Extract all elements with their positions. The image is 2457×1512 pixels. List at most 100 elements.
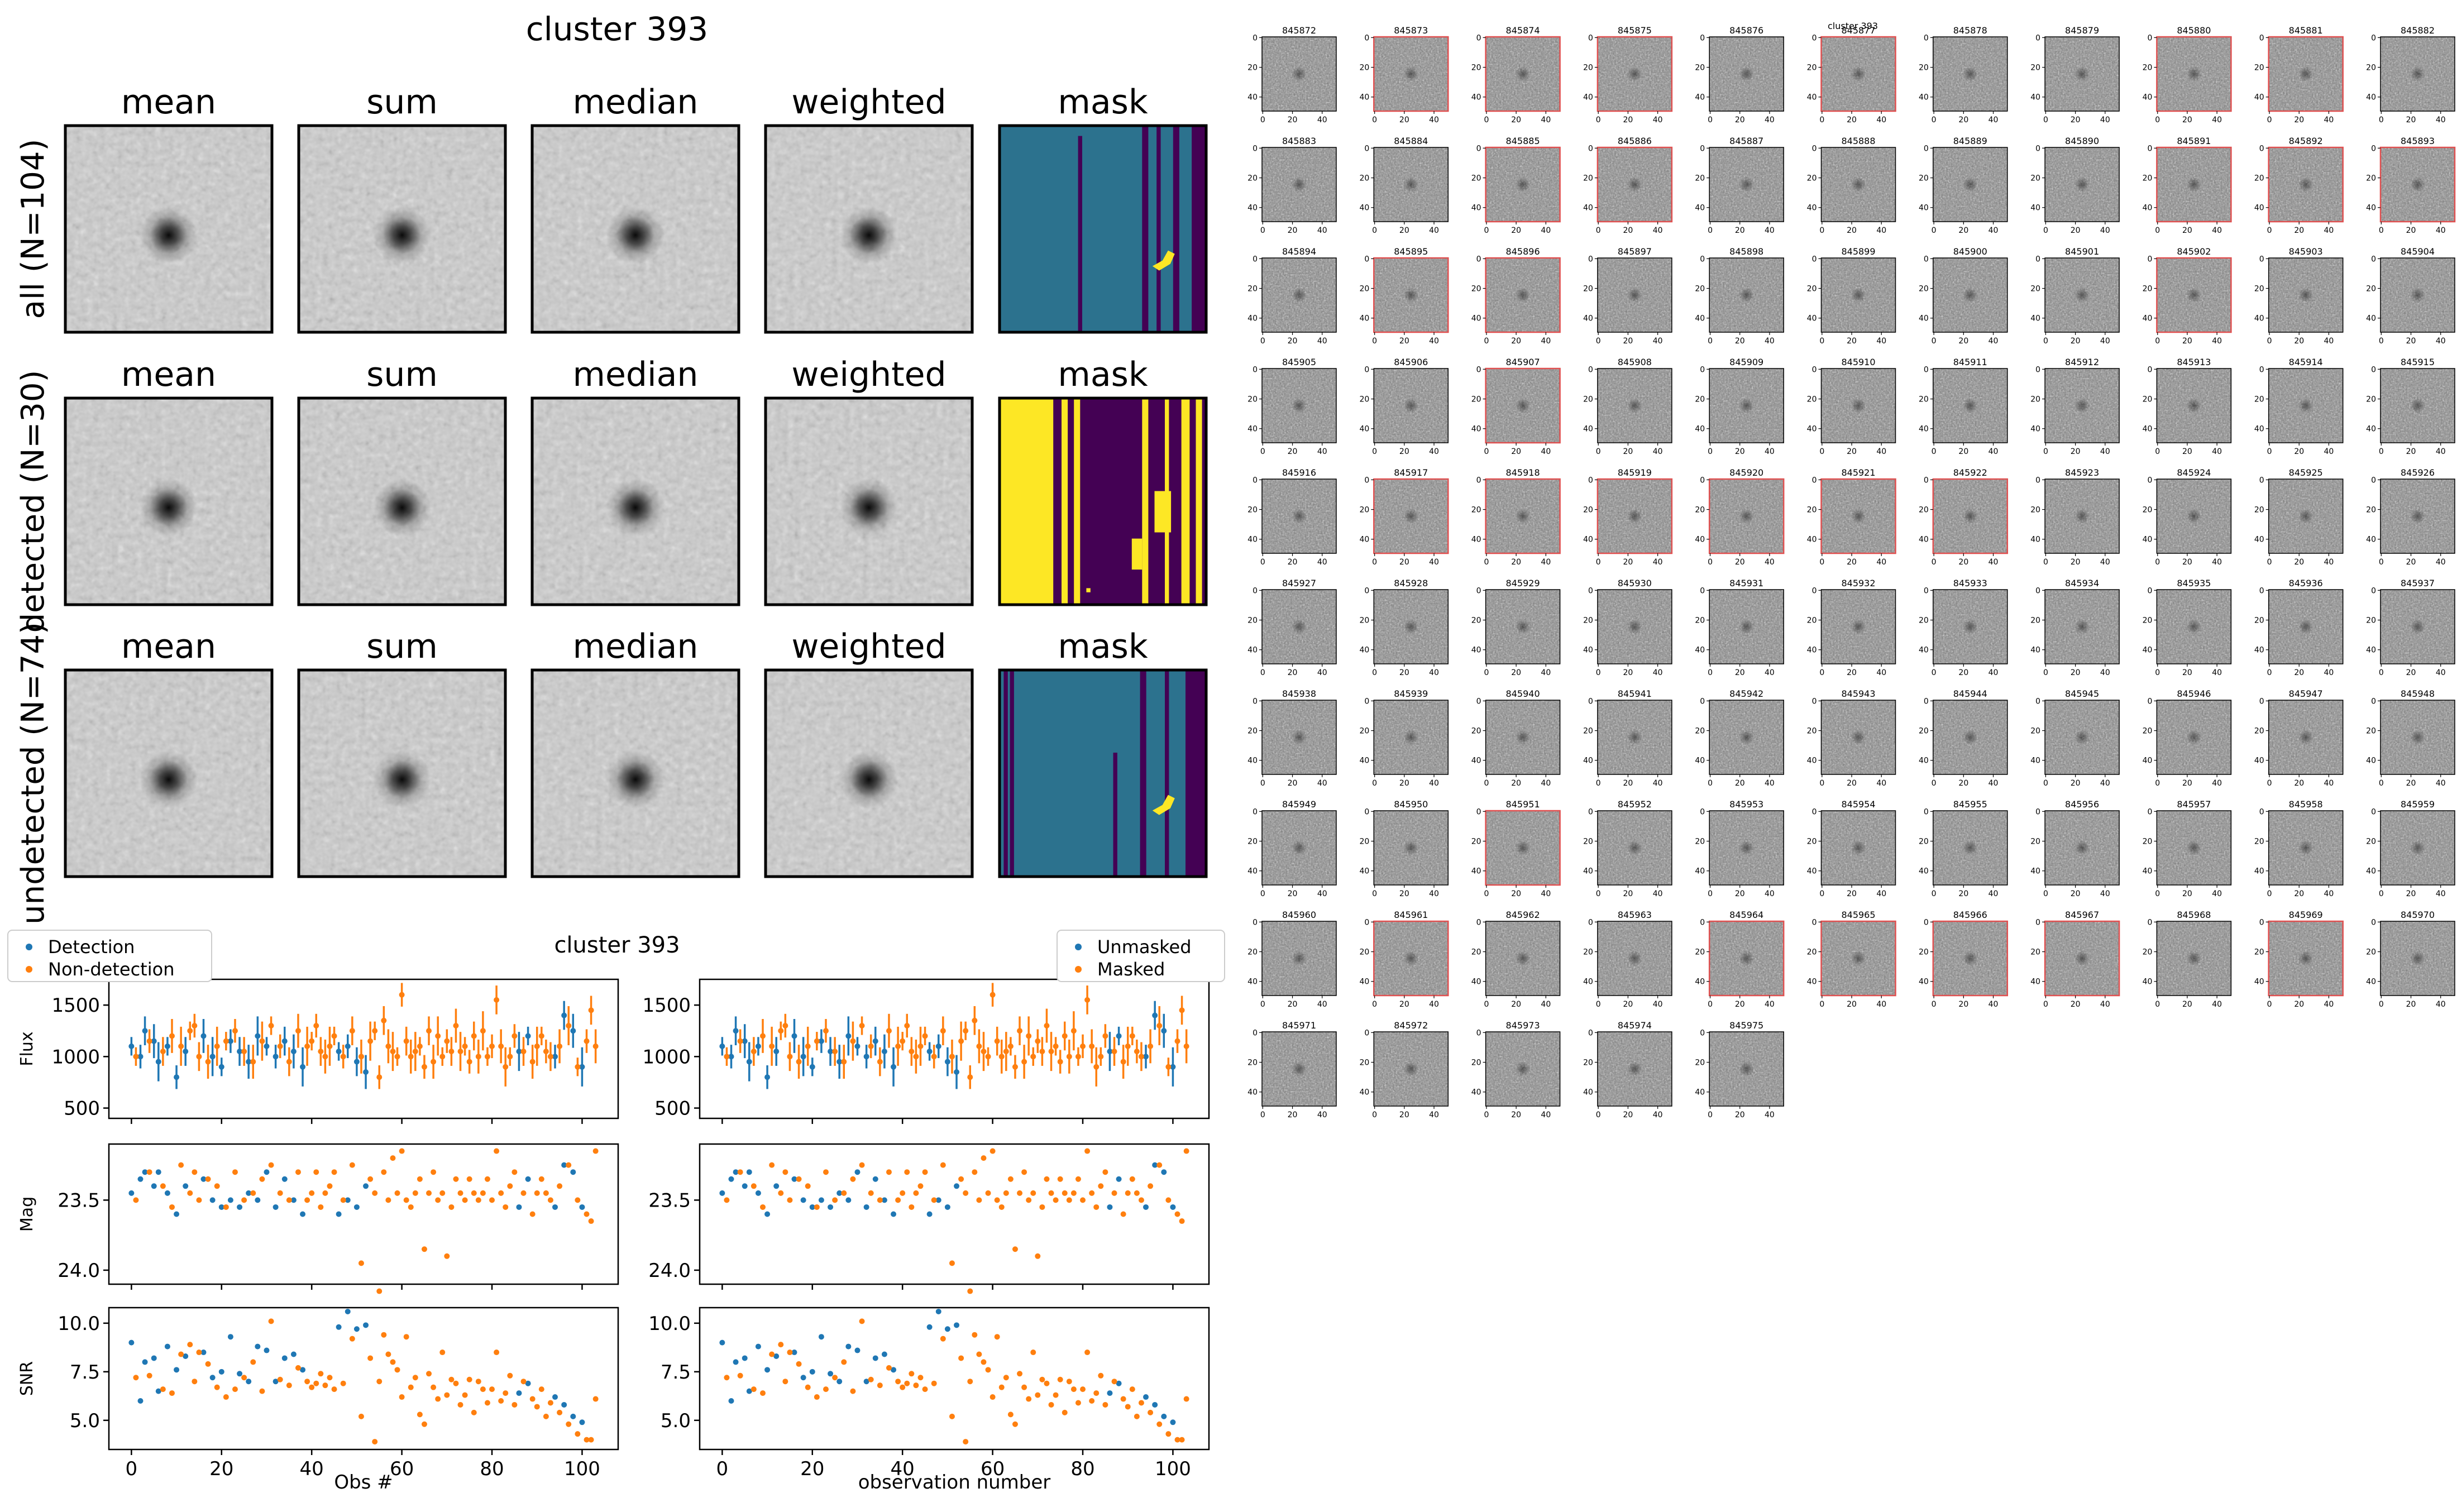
data-point: [990, 1394, 996, 1400]
data-point: [146, 1038, 152, 1044]
cutout-x-tick-label: 20: [1511, 558, 1521, 567]
cutout-x-tick-label: 0: [1819, 116, 1824, 125]
cutout-frame: [2156, 921, 2232, 996]
cutout-x-tick-label: 0: [1372, 226, 1377, 235]
column-title: sum: [366, 627, 438, 666]
data-point: [737, 1038, 743, 1044]
cutout-source: [1292, 1061, 1307, 1076]
cutout-y-tick-label: 40: [1471, 204, 1481, 213]
cutout-x-tick-label: 0: [2155, 337, 2160, 346]
mask-background: [1000, 670, 1206, 877]
cutout-x-tick-label: 40: [1988, 668, 1999, 677]
cutout-id: 845970: [2401, 910, 2435, 920]
mask-stripe: [1113, 753, 1117, 877]
cutout-x-tick-label: 40: [2100, 889, 2110, 898]
data-point: [246, 1190, 252, 1196]
data-point: [466, 1176, 472, 1182]
cutout-x-tick-label: 20: [1735, 1111, 1745, 1119]
cutout-y-tick-label: 0: [2147, 255, 2152, 264]
data-point: [178, 1351, 184, 1357]
data-point: [778, 1190, 784, 1196]
image-frame: [297, 668, 507, 878]
data-point: [1093, 1390, 1100, 1396]
cutout-frame: [2380, 589, 2455, 664]
psf-blob: [606, 479, 665, 537]
cutout-y-tick-label: 0: [1476, 476, 1481, 485]
cutout-y-tick-label: 20: [1247, 1059, 1258, 1068]
cutout-id: 845898: [1729, 246, 1763, 257]
data-point: [385, 1351, 391, 1357]
data-point: [733, 1028, 739, 1034]
data-point: [895, 1197, 901, 1203]
stack-image: [530, 396, 740, 606]
axes-frame: [699, 1307, 1210, 1451]
cutout-x-tick-label: 40: [1653, 558, 1663, 567]
data-point: [832, 1375, 838, 1381]
data-point: [453, 1023, 459, 1028]
cutout-y-tick-label: 40: [1247, 93, 1258, 102]
cutout-y-tick-label: 0: [1700, 697, 1705, 706]
cutout-frame: [1709, 257, 1784, 333]
data-point: [990, 1148, 996, 1154]
cutout-y-tick-label: 0: [1253, 697, 1258, 706]
data-point: [854, 1169, 861, 1175]
data-point: [151, 1355, 157, 1361]
cutout-frame: [1708, 920, 1785, 997]
cutout-x-tick-label: 40: [2212, 779, 2222, 788]
mask-panel: [998, 124, 1208, 334]
data-point: [192, 1023, 198, 1028]
cutout-y-tick-label: 20: [2254, 838, 2264, 846]
data-point: [746, 1388, 752, 1394]
cutout-id: 845975: [1729, 1020, 1763, 1031]
cutout-y-tick-label: 40: [1919, 867, 1929, 876]
data-point: [547, 1197, 553, 1203]
data-point: [304, 1197, 310, 1203]
row-label: all (N=104): [15, 139, 51, 319]
data-point: [1174, 1038, 1180, 1044]
cutout-x-tick-label: 40: [2436, 889, 2446, 898]
cutout-y-tick-label: 20: [1583, 395, 1593, 404]
data-point: [913, 1382, 919, 1389]
cutout-y-tick-label: 40: [1695, 978, 1705, 987]
cutout-x-tick-label: 20: [1958, 337, 1968, 346]
cutout-y-tick-label: 20: [2366, 727, 2376, 736]
data-point: [534, 1043, 540, 1049]
data-point: [944, 1204, 950, 1210]
cutout-x-tick-label: 0: [1260, 779, 1265, 788]
data-point: [1125, 1190, 1131, 1196]
cutout-x-tick-label: 20: [1847, 116, 1857, 125]
data-point: [981, 1359, 987, 1365]
data-point: [769, 1043, 775, 1049]
data-point: [575, 1431, 581, 1437]
cutout-y-tick-label: 20: [1583, 64, 1593, 73]
data-point: [322, 1190, 328, 1196]
stack-image: [297, 668, 507, 878]
cutout-x-tick-label: 40: [2100, 1000, 2110, 1009]
cutout-y-tick-label: 0: [1924, 144, 1929, 153]
data-point: [209, 1375, 216, 1381]
cutout-x-tick-label: 0: [1819, 668, 1824, 677]
cutout-y-tick-label: 40: [2030, 978, 2040, 987]
y-tick-label: 24.0: [648, 1260, 691, 1282]
cutout-x-tick-label: 0: [2267, 558, 2272, 567]
data-point: [836, 1379, 843, 1385]
data-point: [863, 1379, 869, 1385]
image-frame: [764, 396, 974, 606]
cutout-frame: [1709, 36, 1784, 112]
data-point: [169, 1033, 175, 1039]
data-point: [183, 1183, 189, 1189]
data-point: [944, 1059, 950, 1065]
cutout-x-tick-label: 40: [1317, 558, 1327, 567]
data-point: [142, 1169, 148, 1175]
cutout-y-tick-label: 0: [2147, 476, 2152, 485]
data-point: [1017, 1190, 1023, 1196]
data-point: [570, 1413, 576, 1419]
cutout-x-tick-label: 40: [1988, 1000, 1999, 1009]
